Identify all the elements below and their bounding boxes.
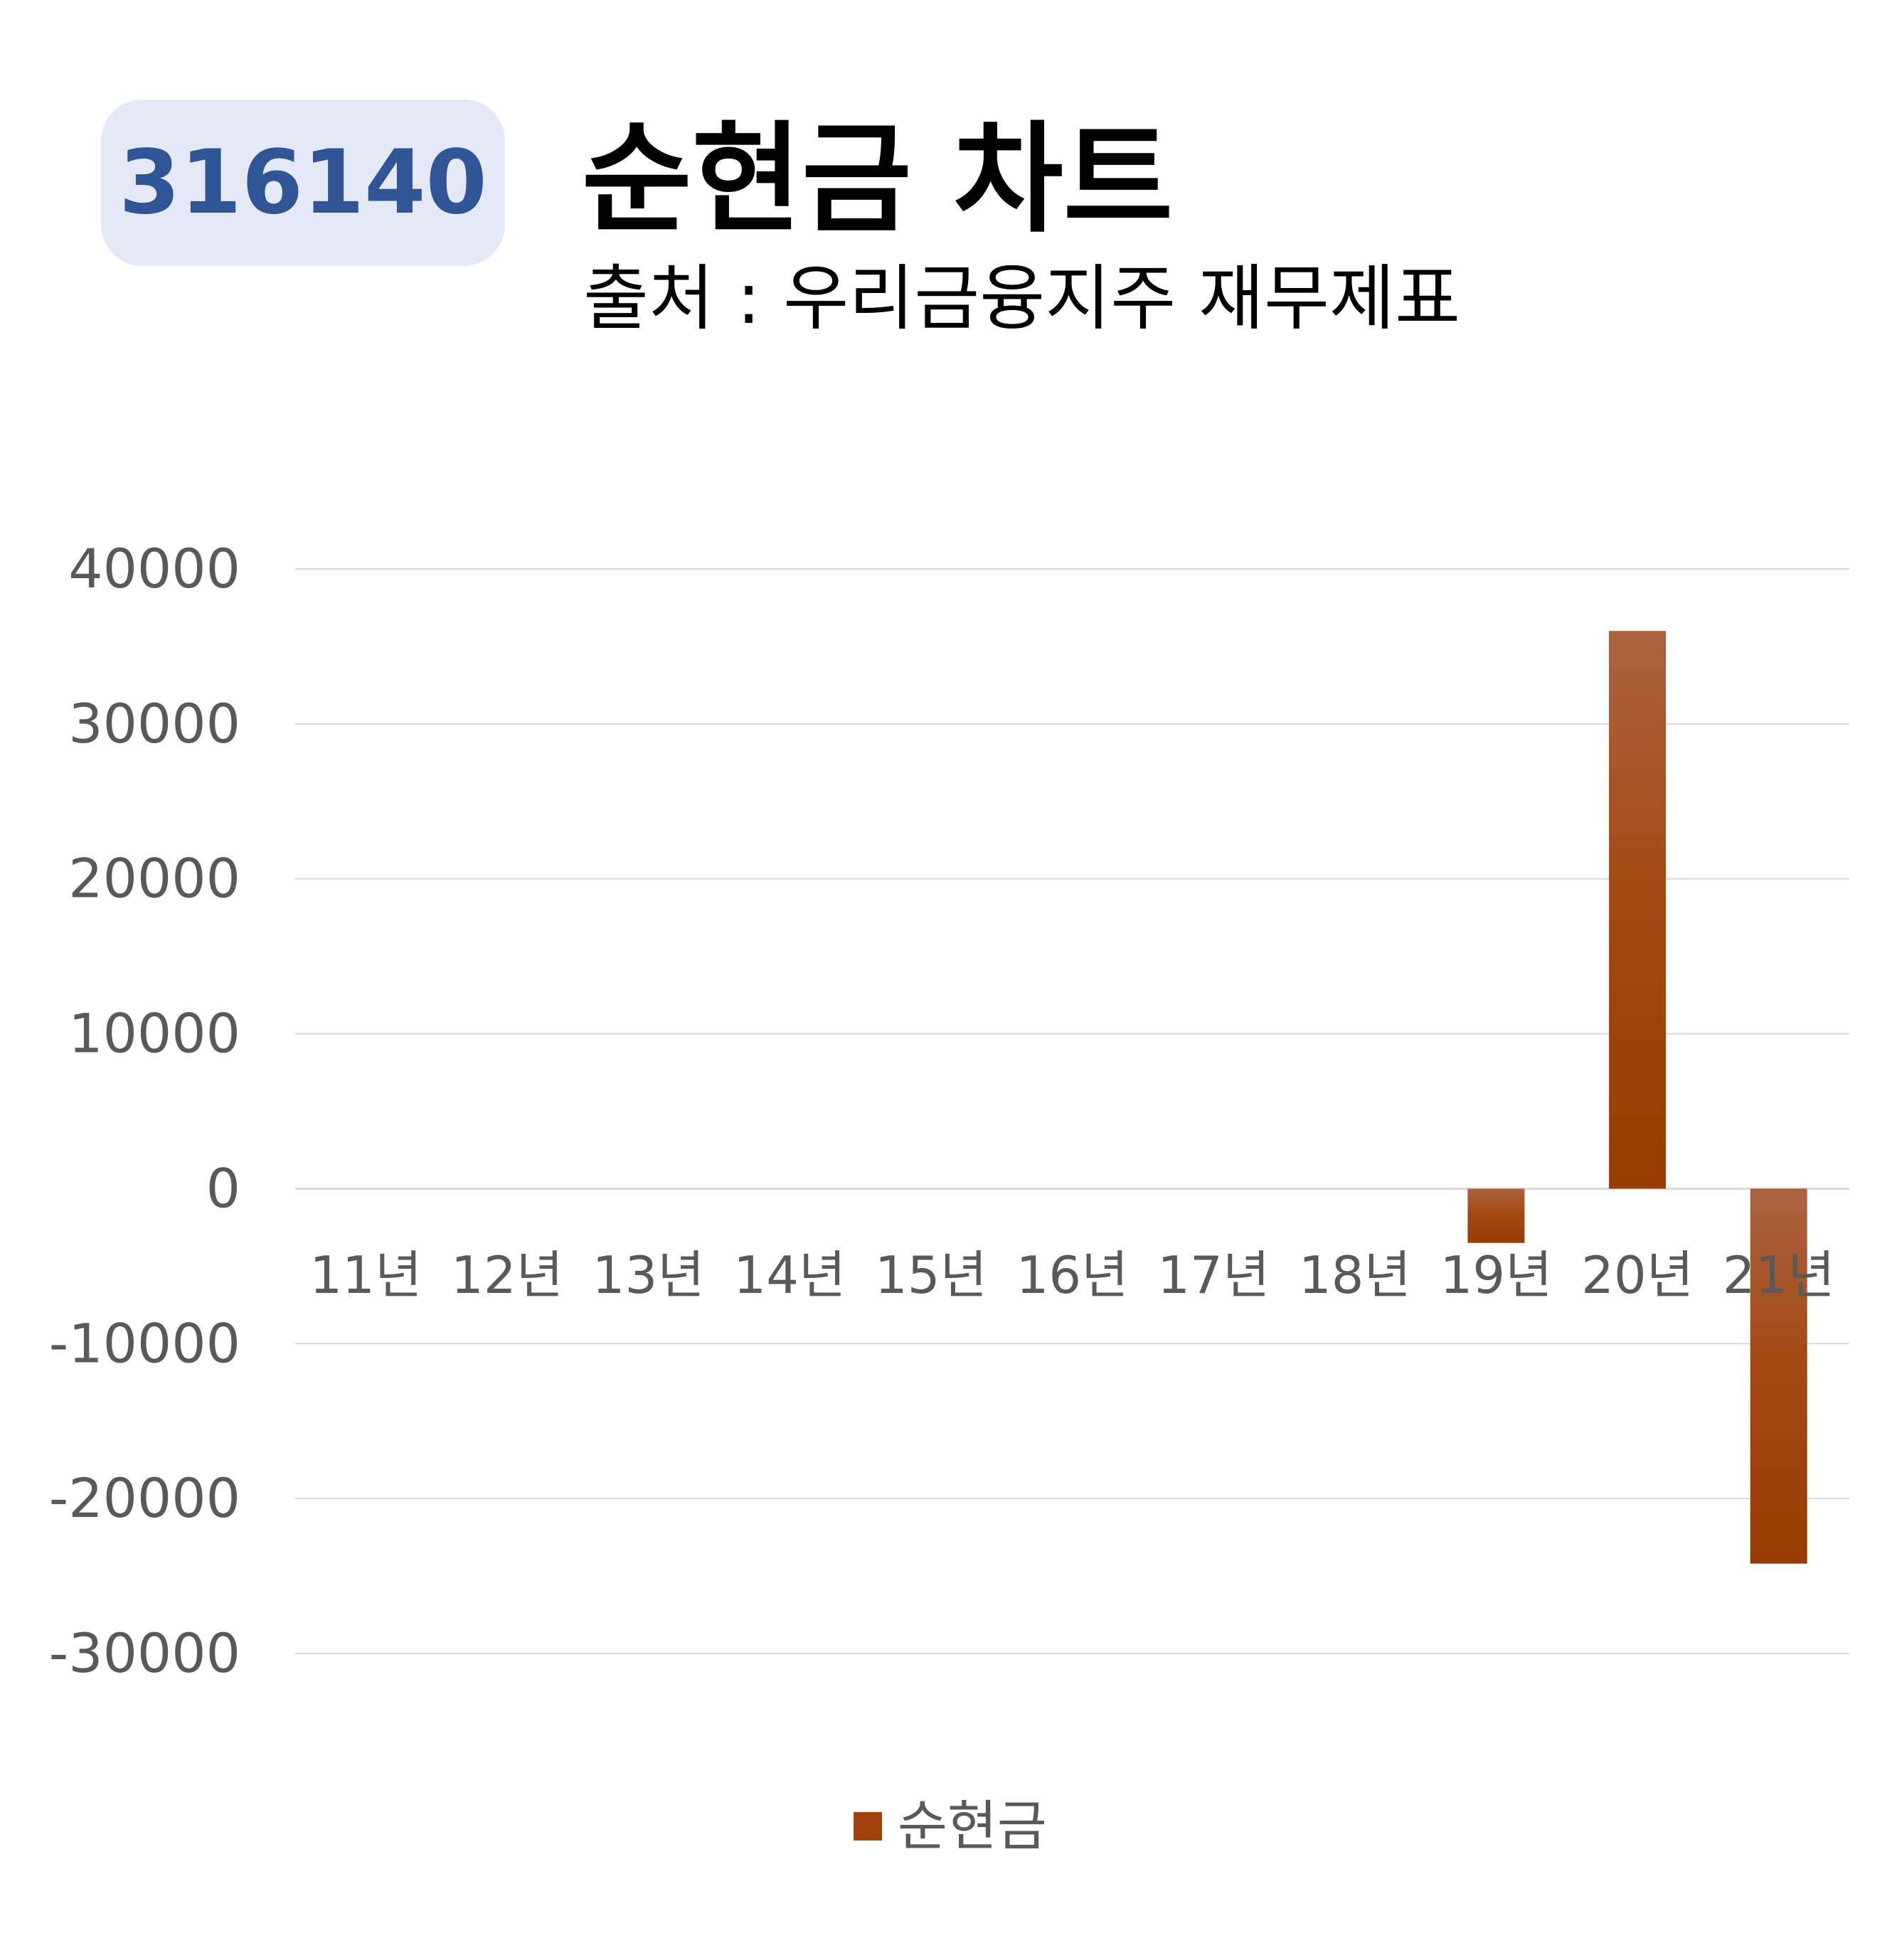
y-tick-label: 30000 (68, 692, 240, 755)
x-tick-label: 17년 (1157, 1245, 1270, 1305)
x-axis-ticks: 11년 12년 13년 14년 15년 16년 17년 18년 19년 20년 21년 (309, 1245, 1834, 1305)
x-tick-label: 15년 (875, 1245, 987, 1305)
x-tick-label: 19년 (1440, 1245, 1552, 1305)
y-tick-label: 10000 (68, 1002, 240, 1065)
y-tick-label: 20000 (68, 847, 240, 910)
legend-swatch (854, 1812, 882, 1841)
gridlines (295, 568, 1849, 1654)
x-tick-label: 11년 (309, 1245, 422, 1305)
x-tick-label: 18년 (1299, 1245, 1411, 1305)
chart-subtitle: 출처 : 우리금융지주 재무제표 (583, 257, 1461, 340)
y-tick-label: 0 (206, 1156, 240, 1220)
x-tick-label: 13년 (593, 1245, 705, 1305)
bar (1467, 1188, 1525, 1243)
stock-code: 316140 (119, 132, 487, 234)
x-tick-label: 20년 (1581, 1245, 1694, 1305)
y-tick-label: -10000 (49, 1311, 240, 1375)
x-tick-label: 14년 (733, 1245, 846, 1305)
legend: 순현금 (854, 1799, 1047, 1853)
bar (1609, 631, 1667, 1189)
legend-label: 순현금 (898, 1794, 1047, 1858)
chart-title: 순현금 차트 (582, 110, 1174, 249)
x-tick-label: 21년 (1723, 1245, 1835, 1305)
y-tick-label: -20000 (49, 1466, 240, 1530)
x-tick-label: 16년 (1016, 1245, 1129, 1305)
bar (1750, 1188, 1807, 1564)
bars (1467, 631, 1807, 1564)
y-tick-label: -30000 (49, 1621, 240, 1685)
x-tick-label: 12년 (451, 1245, 563, 1305)
stock-code-badge: 316140 (101, 100, 505, 266)
y-tick-label: 40000 (68, 537, 240, 600)
y-axis-ticks: 40000 30000 20000 10000 0 -10000 -20000 -30000 (49, 537, 240, 1685)
